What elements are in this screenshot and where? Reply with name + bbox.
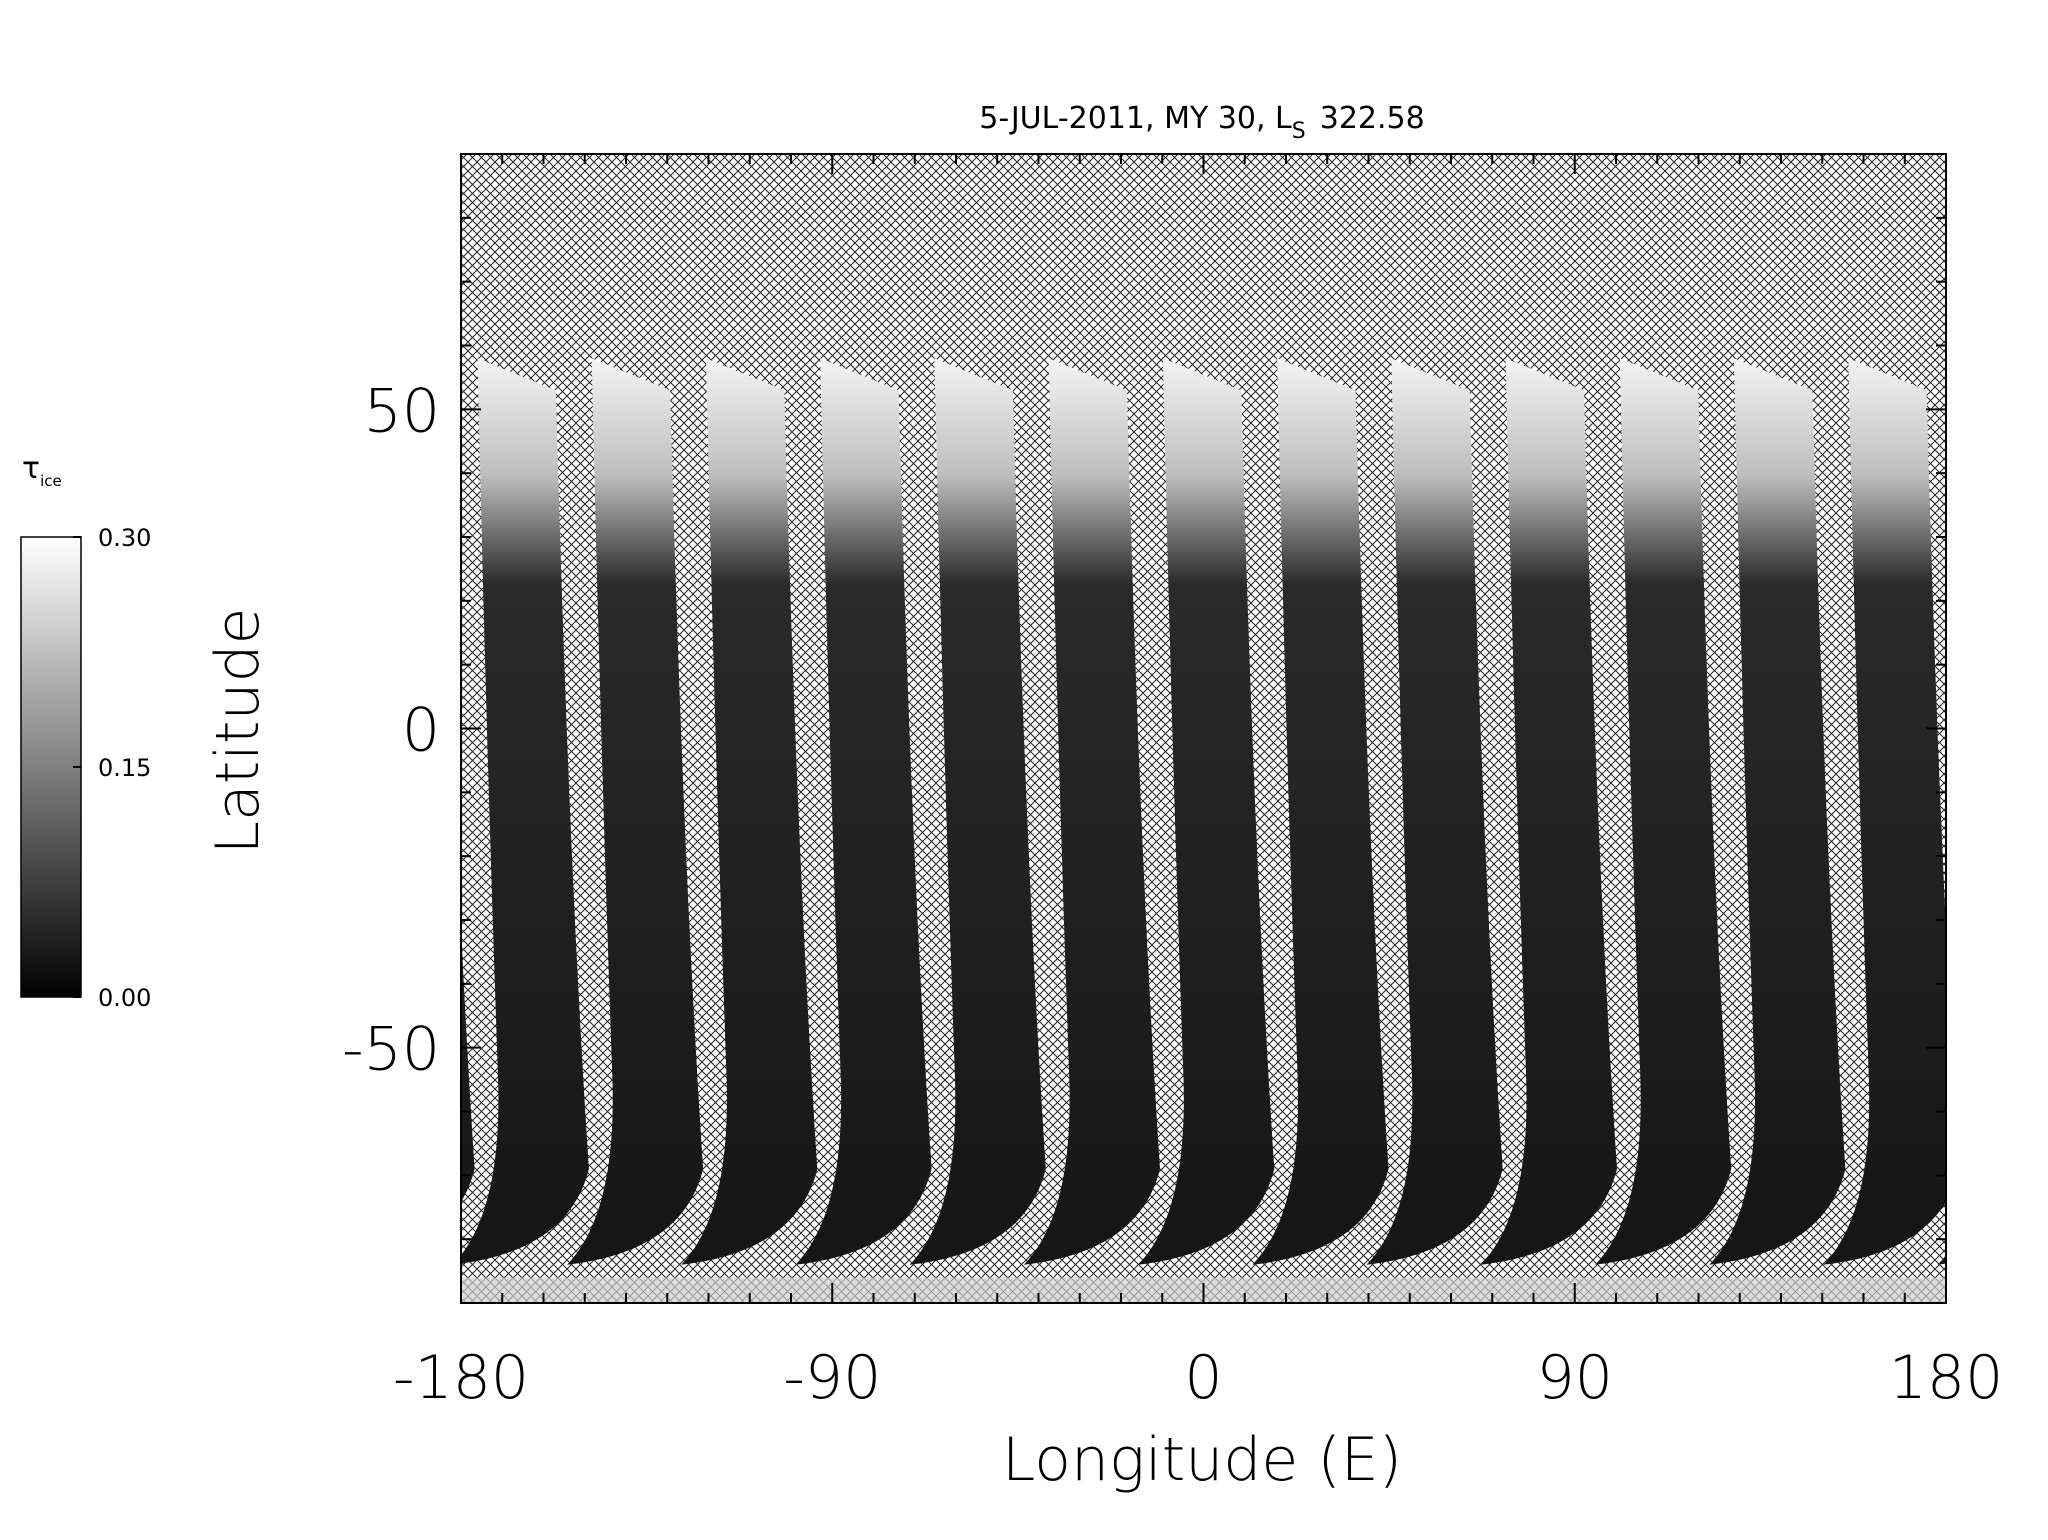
colorbar-label: τice xyxy=(22,451,62,490)
x-tick-label: 0 xyxy=(1184,1343,1222,1413)
y-tick-label: -50 xyxy=(342,1015,440,1085)
colorbar-subscript: ice xyxy=(40,472,62,490)
y-tick-label: 50 xyxy=(364,376,440,446)
title-main: 5-JUL-2011, MY 30, L xyxy=(979,101,1292,136)
y-axis-label: Latitude xyxy=(203,608,273,855)
colorbar-symbol: τ xyxy=(22,451,40,486)
x-tick-label: -180 xyxy=(393,1343,529,1413)
swath xyxy=(339,358,475,1264)
title-suffix: 322.58 xyxy=(1320,101,1425,136)
colorbar-tick-label: 0.15 xyxy=(98,754,151,782)
chart-title: 5-JUL-2011, MY 30, LS 322.58 xyxy=(979,101,1424,144)
colorbar xyxy=(21,537,81,997)
title-subscript: S xyxy=(1292,119,1306,144)
swath xyxy=(1938,358,2048,1264)
x-tick-label: 180 xyxy=(1889,1343,2004,1413)
x-axis-label: Longitude (E) xyxy=(1002,1425,1402,1495)
y-tick-label: 0 xyxy=(402,696,440,766)
colorbar-tick-label: 0.00 xyxy=(98,984,151,1012)
x-tick-label: 90 xyxy=(1537,1343,1613,1413)
colorbar-tick-label: 0.30 xyxy=(98,524,151,552)
x-tick-label: -90 xyxy=(783,1343,881,1413)
